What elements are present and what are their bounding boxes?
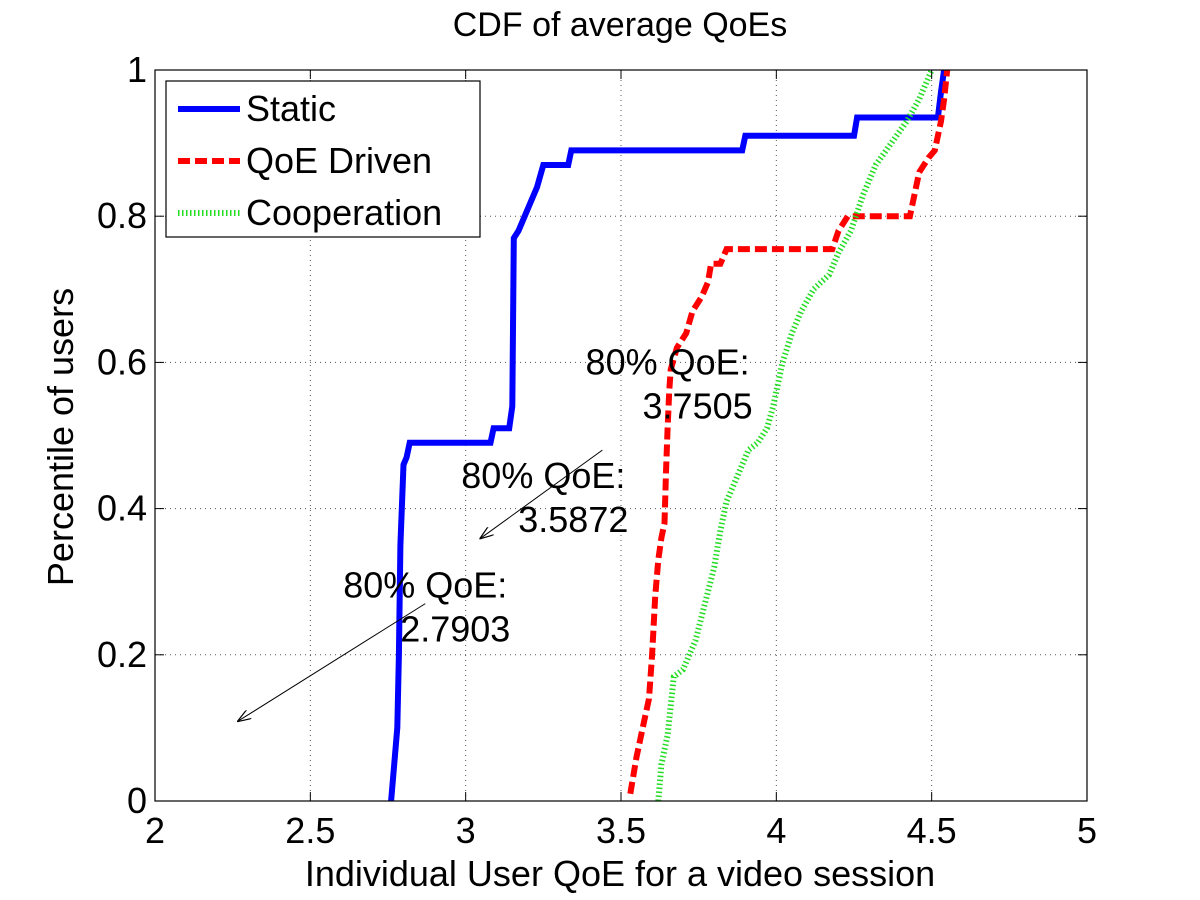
legend: Static QoE Driven Cooperation [165, 80, 481, 238]
x-tick-label: 3 [456, 810, 476, 851]
y-tick-label: 0.4 [97, 488, 147, 529]
series-line-static [388, 69, 948, 802]
x-tick-label: 2 [145, 810, 165, 851]
annotation-arrow [239, 603, 426, 721]
series-line-qoe-driven [627, 69, 951, 795]
x-axis-label: Individual User QoE for a video session [305, 853, 935, 894]
chart-title: CDF of average QoEs [453, 6, 787, 44]
y-tick-label: 0 [127, 780, 147, 821]
annotation-value: 2.7903 [400, 609, 510, 650]
annotation-label: 80% QoE: [343, 565, 507, 606]
y-tick-label: 0.2 [97, 634, 147, 675]
annotation: 80% QoE:2.7903 [239, 565, 510, 721]
annotation-value: 3.7505 [643, 386, 753, 427]
x-tick-label: 4 [766, 810, 786, 851]
legend-label: Static [246, 88, 336, 129]
annotation: 80% QoE:3.5872 [461, 449, 628, 540]
annotation-label: 80% QoE: [586, 342, 750, 383]
annotation-arrow [481, 449, 603, 538]
legend-label: QoE Driven [246, 140, 432, 181]
axes: 2 2.5 3 3.5 4 4.5 5 0 0.2 0.4 0.6 0.8 1 [97, 49, 1097, 851]
annotation-value: 3.5872 [518, 499, 628, 540]
y-axis-label: Percentile of users [40, 288, 81, 586]
x-tick-label: 3.5 [596, 810, 646, 851]
x-tick-label: 5 [1077, 810, 1097, 851]
y-tick-label: 0.6 [97, 341, 147, 382]
series-layer [388, 68, 951, 802]
legend-label: Cooperation [246, 192, 442, 233]
x-tick-label: 2.5 [285, 810, 335, 851]
annotation-label: 80% QoE: [461, 455, 625, 496]
x-tick-label: 4.5 [907, 810, 957, 851]
annotation: 80% QoE:3.7505 [586, 342, 753, 427]
series-line-cooperation [655, 68, 935, 802]
y-tick-label: 1 [127, 49, 147, 90]
y-tick-label: 0.8 [97, 195, 147, 236]
